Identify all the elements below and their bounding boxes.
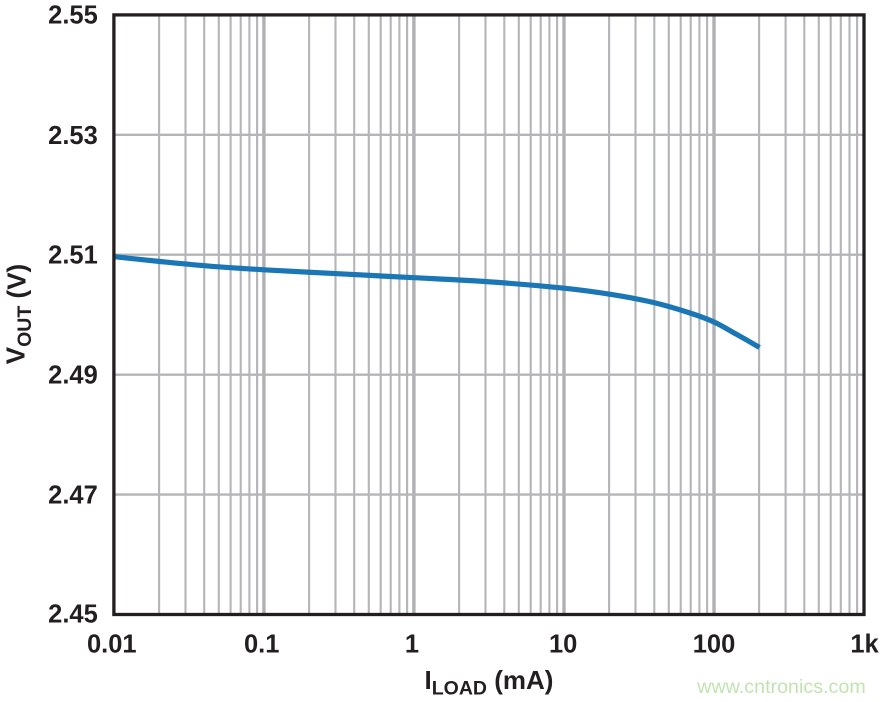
svg-text:0.1: 0.1	[244, 630, 279, 658]
svg-text:0.01: 0.01	[87, 630, 137, 658]
svg-text:1k: 1k	[850, 630, 879, 658]
svg-text:2.47: 2.47	[48, 482, 98, 510]
svg-text:100: 100	[693, 630, 736, 658]
svg-text:1: 1	[405, 630, 419, 658]
svg-text:2.45: 2.45	[48, 600, 98, 628]
svg-text:2.51: 2.51	[48, 242, 98, 270]
svg-text:10: 10	[549, 630, 577, 658]
svg-text:2.55: 2.55	[48, 2, 98, 30]
svg-text:www.cntronics.com: www.cntronics.com	[696, 676, 865, 698]
svg-text:2.53: 2.53	[48, 122, 98, 150]
svg-text:2.49: 2.49	[48, 362, 98, 390]
